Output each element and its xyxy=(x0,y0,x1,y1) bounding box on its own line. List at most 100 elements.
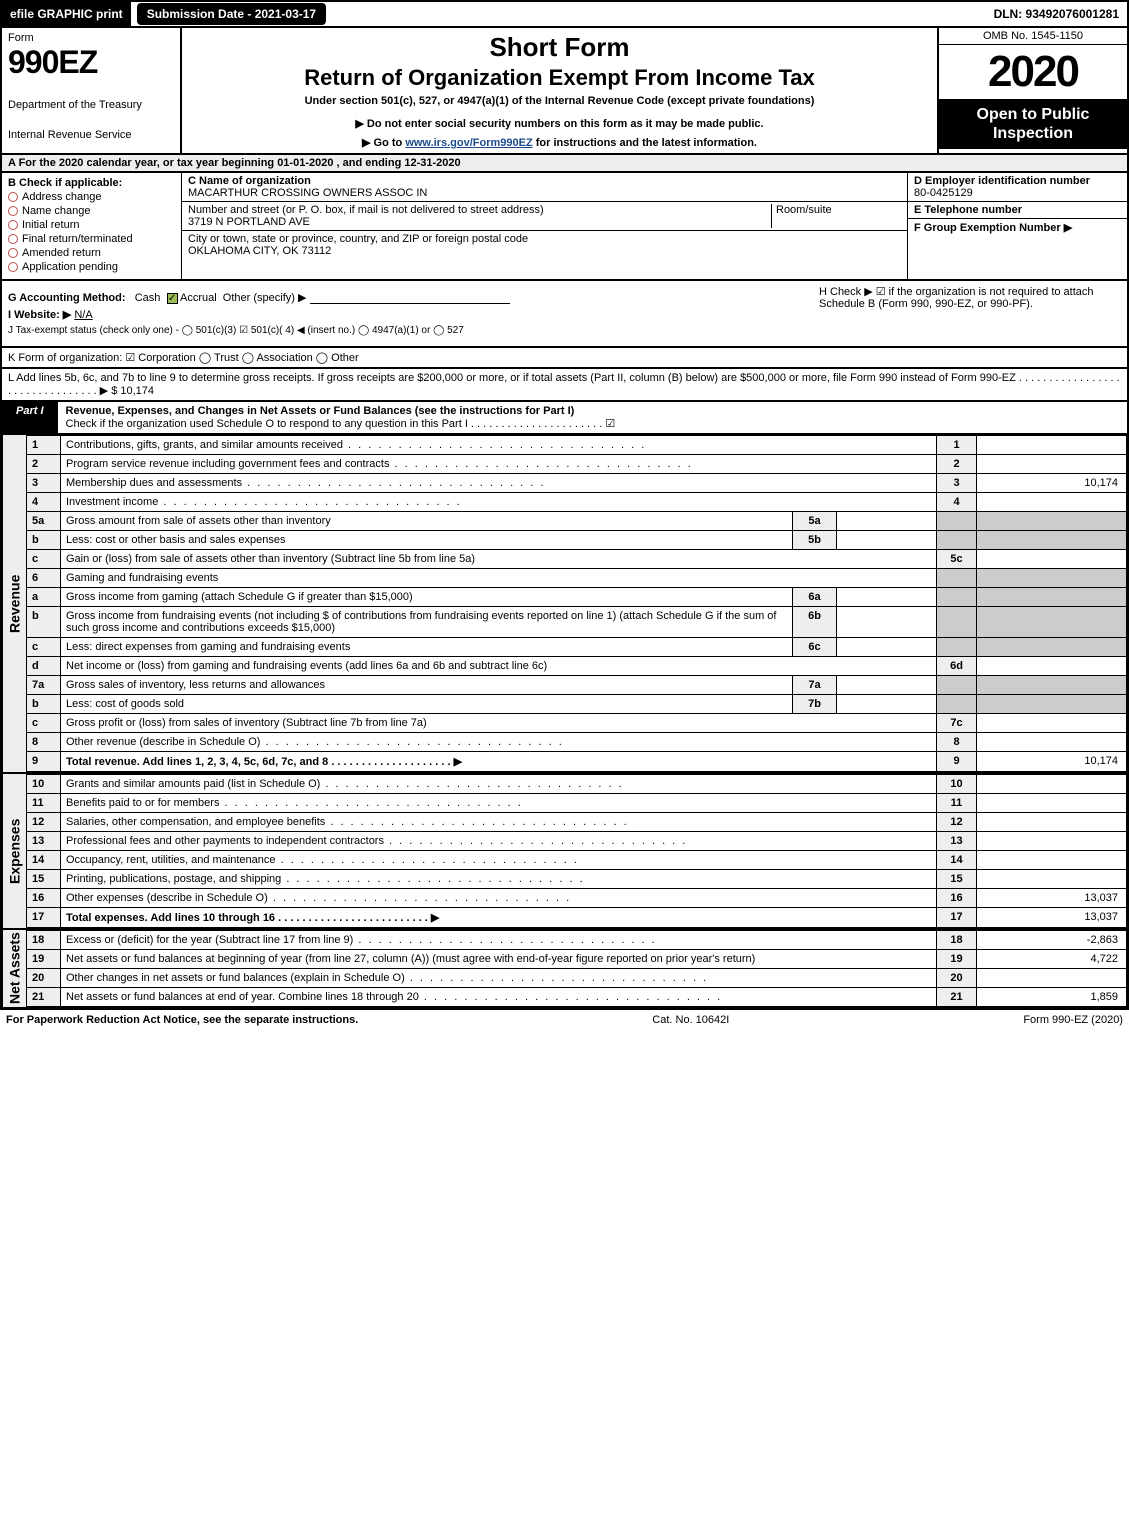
line-num: 5a xyxy=(27,512,61,531)
line-num: c xyxy=(27,550,61,569)
net-assets-table: 18Excess or (deficit) for the year (Subt… xyxy=(26,930,1127,1007)
expenses-side-label: Expenses xyxy=(2,774,26,928)
dept-irs: Internal Revenue Service xyxy=(8,129,174,141)
line-ref: 3 xyxy=(937,474,977,493)
irs-link[interactable]: www.irs.gov/Form990EZ xyxy=(405,137,532,149)
line-17: 17Total expenses. Add lines 10 through 1… xyxy=(27,908,1127,928)
line-ref: 9 xyxy=(937,752,977,772)
paperwork-text: For Paperwork Reduction Act Notice, see … xyxy=(6,1014,358,1026)
checkbox-accrual[interactable]: ✓ xyxy=(167,293,178,304)
section-b: B Check if applicable: Address change Na… xyxy=(2,173,182,279)
group-exemption-block: F Group Exemption Number ▶ xyxy=(908,219,1127,236)
row-l: L Add lines 5b, 6c, and 7b to line 9 to … xyxy=(0,369,1129,402)
sub-ref: 6a xyxy=(793,588,837,607)
line-ref: 10 xyxy=(937,775,977,794)
line-desc: Gross sales of inventory, less returns a… xyxy=(61,676,793,695)
grey-cell xyxy=(977,676,1127,695)
sub-amount xyxy=(837,607,937,638)
line-desc: Salaries, other compensation, and employ… xyxy=(61,813,937,832)
line-20: 20Other changes in net assets or fund ba… xyxy=(27,969,1127,988)
address-change-label: Address change xyxy=(22,191,102,203)
other-specify-field[interactable] xyxy=(310,303,510,304)
line-amount xyxy=(977,550,1127,569)
return-title: Return of Organization Exempt From Incom… xyxy=(192,65,927,91)
check-application-pending[interactable]: Application pending xyxy=(8,261,175,273)
section-def: D Employer identification number 80-0425… xyxy=(907,173,1127,279)
line-num: 15 xyxy=(27,870,61,889)
efile-label[interactable]: efile GRAPHIC print xyxy=(2,2,131,26)
line-desc: Occupancy, rent, utilities, and maintena… xyxy=(61,851,937,870)
link-post: for instructions and the latest informat… xyxy=(536,137,757,149)
header-left: Form 990EZ Department of the Treasury In… xyxy=(2,28,182,153)
line-18: 18Excess or (deficit) for the year (Subt… xyxy=(27,931,1127,950)
line-amount xyxy=(977,832,1127,851)
line-ref: 16 xyxy=(937,889,977,908)
net-assets-side-label: Net Assets xyxy=(2,930,26,1007)
line-desc: Total expenses. Add lines 10 through 16 … xyxy=(61,908,937,928)
line-desc: Excess or (deficit) for the year (Subtra… xyxy=(61,931,937,950)
line-desc: Program service revenue including govern… xyxy=(61,455,937,474)
city-label: City or town, state or province, country… xyxy=(188,233,528,245)
circle-icon xyxy=(8,206,18,216)
line-desc: Other revenue (describe in Schedule O) xyxy=(61,733,937,752)
line-num: 10 xyxy=(27,775,61,794)
line-amount: 10,174 xyxy=(977,474,1127,493)
line-num: a xyxy=(27,588,61,607)
sub-amount xyxy=(837,638,937,657)
cash-label: Cash xyxy=(135,292,161,304)
submission-date: Submission Date - 2021-03-17 xyxy=(137,3,326,25)
line-8: 8Other revenue (describe in Schedule O)8 xyxy=(27,733,1127,752)
line-desc: Net assets or fund balances at beginning… xyxy=(61,950,937,969)
paperwork-notice: For Paperwork Reduction Act Notice, see … xyxy=(6,1014,358,1026)
line-num: 13 xyxy=(27,832,61,851)
sub-ref: 7a xyxy=(793,676,837,695)
line-num: 16 xyxy=(27,889,61,908)
circle-icon xyxy=(8,262,18,272)
line-desc: Contributions, gifts, grants, and simila… xyxy=(61,436,937,455)
line-desc: Investment income xyxy=(61,493,937,512)
line-desc: Total revenue. Add lines 1, 2, 3, 4, 5c,… xyxy=(61,752,937,772)
line-ref: 1 xyxy=(937,436,977,455)
check-final-return[interactable]: Final return/terminated xyxy=(8,233,175,245)
check-name-change[interactable]: Name change xyxy=(8,205,175,217)
header-right: OMB No. 1545-1150 2020 Open to Public In… xyxy=(937,28,1127,153)
part1-title-text: Revenue, Expenses, and Changes in Net As… xyxy=(66,405,575,417)
sub-amount xyxy=(837,531,937,550)
line-ref: 13 xyxy=(937,832,977,851)
line-ref: 14 xyxy=(937,851,977,870)
line-num: b xyxy=(27,531,61,550)
line-13: 13Professional fees and other payments t… xyxy=(27,832,1127,851)
check-initial-return[interactable]: Initial return xyxy=(8,219,175,231)
grey-cell xyxy=(977,531,1127,550)
application-pending-label: Application pending xyxy=(22,261,118,273)
ssn-note: ▶ Do not enter social security numbers o… xyxy=(192,117,927,130)
line-ref: 21 xyxy=(937,988,977,1007)
line-9: 9Total revenue. Add lines 1, 2, 3, 4, 5c… xyxy=(27,752,1127,772)
line-19: 19Net assets or fund balances at beginni… xyxy=(27,950,1127,969)
check-address-change[interactable]: Address change xyxy=(8,191,175,203)
line-ref: 12 xyxy=(937,813,977,832)
row-k: K Form of organization: ☑ Corporation ◯ … xyxy=(0,348,1129,369)
line-amount: -2,863 xyxy=(977,931,1127,950)
line-ref: 2 xyxy=(937,455,977,474)
section-bcdef: B Check if applicable: Address change Na… xyxy=(0,173,1129,281)
line-num: c xyxy=(27,638,61,657)
line-5b: bLess: cost or other basis and sales exp… xyxy=(27,531,1127,550)
row-a-tax-year: A For the 2020 calendar year, or tax yea… xyxy=(0,155,1129,173)
line-amount xyxy=(977,969,1127,988)
phone-label: E Telephone number xyxy=(914,204,1022,216)
circle-icon xyxy=(8,220,18,230)
line-16: 16Other expenses (describe in Schedule O… xyxy=(27,889,1127,908)
line-desc: Membership dues and assessments xyxy=(61,474,937,493)
line-ref: 4 xyxy=(937,493,977,512)
line-num: 12 xyxy=(27,813,61,832)
check-amended-return[interactable]: Amended return xyxy=(8,247,175,259)
line-desc: Printing, publications, postage, and shi… xyxy=(61,870,937,889)
form-ref: Form 990-EZ (2020) xyxy=(1023,1014,1123,1026)
org-name-label: C Name of organization xyxy=(188,175,311,187)
sub-ref: 6b xyxy=(793,607,837,638)
grey-cell xyxy=(937,695,977,714)
dln: DLN: 93492076001281 xyxy=(986,3,1127,25)
line-amount xyxy=(977,733,1127,752)
form-label: Form xyxy=(8,32,174,44)
